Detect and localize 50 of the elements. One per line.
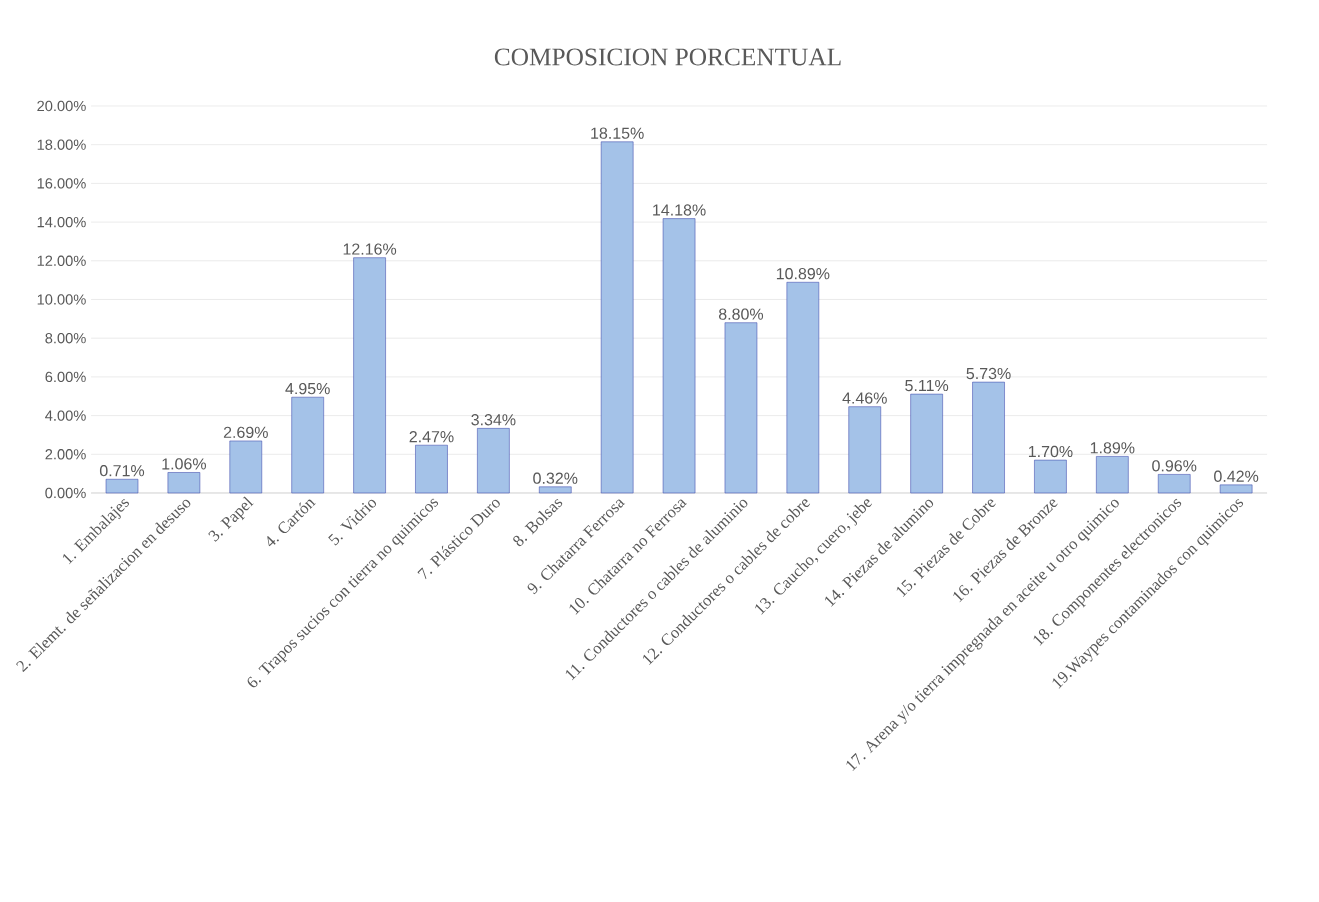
bar: [662, 218, 696, 494]
bar: [167, 472, 201, 494]
y-tick-label: 4.00%: [45, 410, 86, 421]
bar: [105, 478, 139, 494]
bar: [848, 406, 882, 494]
bar: [972, 381, 1005, 494]
bar: [1096, 456, 1129, 494]
data-label: 1.89%: [1090, 442, 1135, 454]
bar: [600, 141, 634, 494]
y-tick-label: 18.00%: [37, 139, 86, 150]
data-label: 3.34%: [471, 414, 516, 426]
data-label: 0.96%: [1152, 460, 1197, 472]
y-tick-label: 8.00%: [45, 333, 86, 344]
bar: [910, 393, 943, 494]
y-tick-label: 14.00%: [37, 216, 86, 228]
bar: [786, 282, 820, 494]
data-label: 4.95%: [285, 382, 330, 395]
data-label: 12.16%: [343, 243, 397, 255]
y-tick-label: 2.00%: [45, 449, 86, 460]
bar: [1034, 459, 1067, 494]
y-tick-label: 6.00%: [45, 371, 86, 383]
data-label: 5.11%: [905, 379, 949, 392]
y-tick-label: 0.00%: [45, 487, 86, 499]
bar: [1157, 474, 1191, 494]
y-tick-label: 16.00%: [37, 178, 86, 189]
y-tick-label: 10.00%: [37, 294, 86, 305]
bar: [291, 396, 324, 494]
data-label: 0.42%: [1214, 470, 1259, 482]
chart-title: COMPOSICION PORCENTUAL: [494, 48, 841, 66]
bar: [724, 322, 758, 494]
data-label: 18.15%: [591, 127, 644, 139]
y-tick-label: 12.00%: [37, 255, 86, 266]
data-label: 4.46%: [842, 392, 887, 404]
data-label: 0.32%: [533, 472, 578, 484]
data-label: 2.69%: [223, 426, 268, 438]
y-tick-label: 20.00%: [37, 100, 86, 112]
data-label: 0.71%: [99, 465, 145, 477]
data-label: 1.06%: [162, 458, 206, 470]
data-label: 1.70%: [1028, 445, 1073, 458]
data-label: 2.47%: [409, 431, 454, 443]
bar: [353, 257, 386, 494]
data-label: 8.80%: [718, 308, 764, 320]
bar: [229, 440, 263, 494]
data-label: 14.18%: [653, 204, 706, 216]
data-label: 10.89%: [776, 268, 830, 280]
bar: [539, 486, 572, 494]
bar: [415, 444, 448, 494]
bar: [477, 428, 510, 494]
bar: [1219, 484, 1253, 494]
data-label: 5.73%: [966, 367, 1011, 380]
